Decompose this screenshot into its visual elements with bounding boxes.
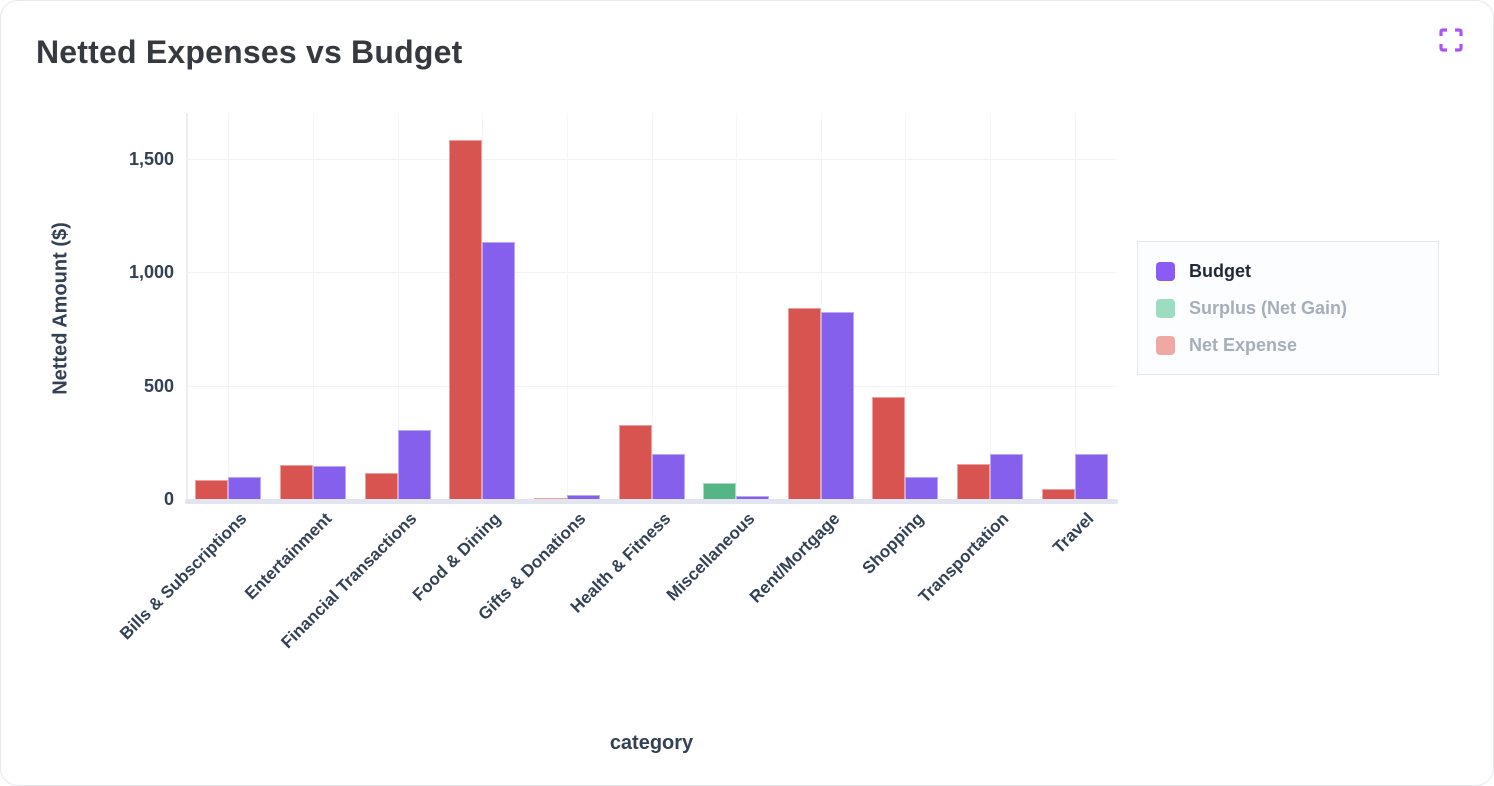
- net-expense-bar-3[interactable]: [449, 139, 483, 500]
- budget-bar-0[interactable]: [228, 477, 262, 500]
- x-tick-label: Shopping: [858, 509, 928, 578]
- net-expense-bar-10[interactable]: [1041, 488, 1075, 500]
- budget-bar-10[interactable]: [1074, 453, 1108, 500]
- x-axis-title: category: [609, 732, 694, 754]
- v-gridline: [736, 113, 738, 500]
- v-gridline: [651, 113, 653, 500]
- net-expense-bar-0[interactable]: [195, 479, 229, 500]
- budget-bar-9[interactable]: [990, 453, 1024, 500]
- surplus-swatch-icon: [1156, 298, 1175, 318]
- v-gridline: [905, 113, 907, 500]
- surplus-bar-6[interactable]: [703, 483, 737, 500]
- v-gridline: [312, 113, 314, 500]
- budget-bar-4[interactable]: [566, 495, 600, 500]
- net-expense-bar-9[interactable]: [957, 463, 991, 500]
- x-axis-line: [185, 499, 1118, 504]
- budget-bar-7[interactable]: [820, 311, 854, 500]
- x-tick-label: Rent/Mortgage: [745, 509, 844, 607]
- x-tick-label: Travel: [1048, 509, 1098, 558]
- y-axis-title: Netted Amount ($): [49, 222, 72, 395]
- x-tick-label: Bills & Subscriptions: [116, 509, 251, 644]
- legend-label: Surplus (Net Gain): [1189, 297, 1348, 318]
- y-tick-label: 500: [143, 375, 174, 396]
- plot-area: [186, 113, 1117, 500]
- y-tick-label: 1,500: [128, 149, 174, 169]
- budget-bar-6[interactable]: [736, 495, 770, 500]
- net-expense-bar-5[interactable]: [618, 425, 652, 500]
- net-expense-bar-8[interactable]: [872, 396, 906, 500]
- v-gridline: [820, 113, 822, 500]
- net-expense-bar-7[interactable]: [787, 308, 821, 500]
- net-expense-bar-2[interactable]: [364, 472, 398, 500]
- legend-label: Budget: [1189, 260, 1251, 281]
- chart-title: Netted Expenses vs Budget: [36, 34, 463, 70]
- legend-item-net-expense[interactable]: Net Expense: [1156, 331, 1420, 359]
- x-tick-label: Miscellaneous: [662, 509, 759, 605]
- fullscreen-icon: [1437, 28, 1465, 57]
- v-gridline: [397, 113, 399, 500]
- v-gridline: [990, 113, 992, 500]
- budget-swatch-icon: [1156, 261, 1175, 281]
- v-gridline: [1074, 113, 1076, 500]
- budget-bar-8[interactable]: [905, 477, 939, 500]
- legend-item-surplus[interactable]: Surplus (Net Gain): [1156, 294, 1420, 322]
- y-axis-line: [186, 113, 188, 500]
- fullscreen-button[interactable]: [1434, 23, 1468, 57]
- net-expense-swatch-icon: [1156, 335, 1175, 355]
- y-tick-label: 0: [163, 489, 174, 509]
- v-gridline: [566, 113, 568, 500]
- budget-bar-5[interactable]: [651, 453, 685, 500]
- legend: Budget Surplus (Net Gain) Net Expense: [1137, 241, 1439, 375]
- budget-bar-1[interactable]: [312, 466, 346, 500]
- v-gridline: [228, 113, 230, 500]
- x-tick-label: Entertainment: [241, 509, 336, 604]
- legend-label: Net Expense: [1189, 334, 1298, 355]
- budget-bar-3[interactable]: [482, 241, 516, 500]
- x-tick-label: Food & Dining: [409, 509, 505, 605]
- y-tick-label: 1,000: [128, 262, 174, 283]
- net-expense-bar-4[interactable]: [533, 497, 567, 500]
- x-tick-label: Transportation: [914, 509, 1013, 607]
- net-expense-bar-1[interactable]: [279, 464, 313, 500]
- budget-bar-2[interactable]: [397, 429, 431, 500]
- legend-item-budget[interactable]: Budget: [1156, 257, 1420, 285]
